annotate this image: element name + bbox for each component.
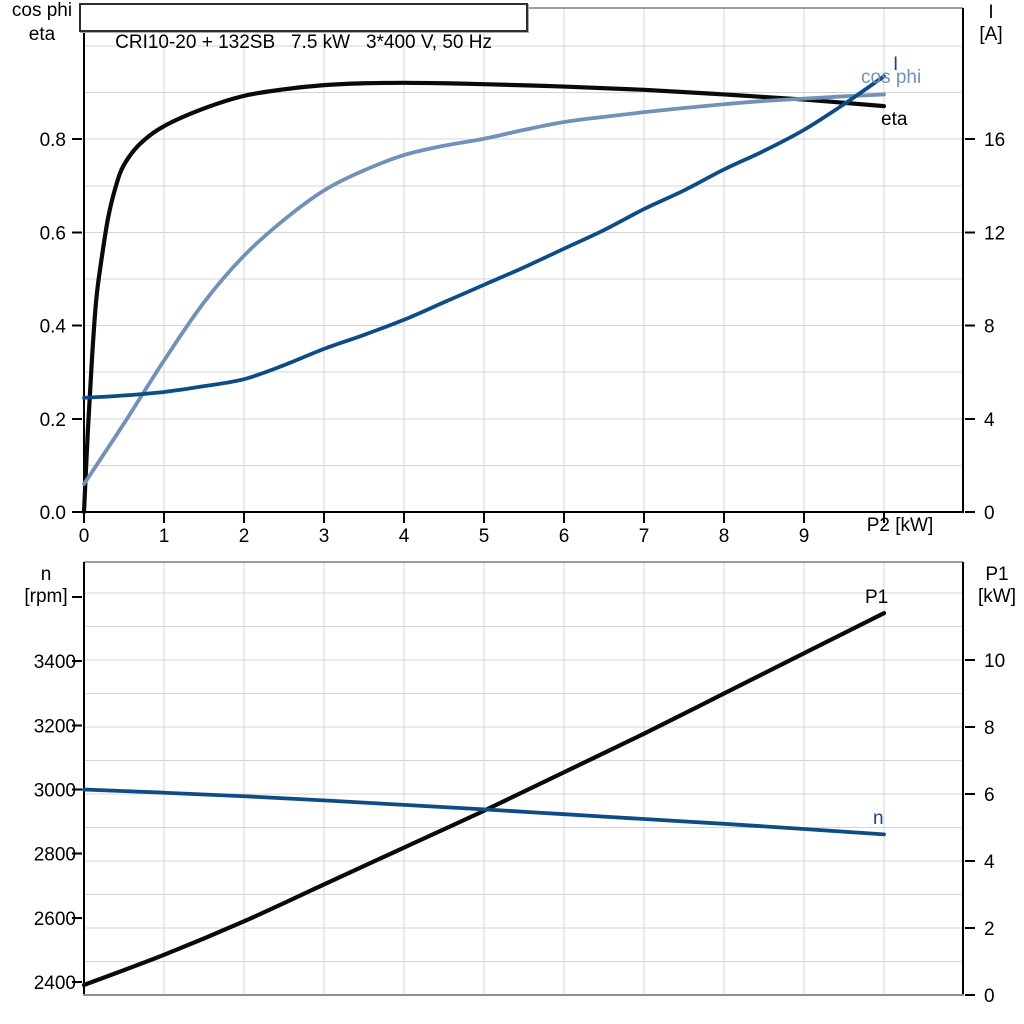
- left-tick-label: 2600: [34, 909, 76, 930]
- right-tick-label: 4: [984, 852, 995, 873]
- curve-n: [82, 787, 886, 837]
- left-tick-label: 3400: [34, 652, 76, 673]
- left-tick-label: 0.6: [40, 223, 66, 244]
- x-tick-label: 8: [719, 526, 730, 547]
- left-tick-label: 3200: [34, 716, 76, 737]
- left-tick-label: 2400: [34, 973, 76, 994]
- curve-eta: [81, 80, 887, 515]
- title-box: CRI10-20 + 132SB 7.5 kW 3*400 V, 50 Hz: [79, 3, 528, 53]
- right-tick-label: 10: [984, 651, 1005, 672]
- right-tick-label: 6: [984, 785, 995, 806]
- x-tick-label: 2: [239, 526, 250, 547]
- x-tick-label: 7: [639, 526, 650, 547]
- right-tick-label: 8: [984, 718, 995, 739]
- curve-i: [82, 74, 886, 400]
- x-tick-label: 0: [79, 526, 90, 547]
- left-tick-label: 0.2: [40, 410, 66, 431]
- right-tick-label: 16: [984, 130, 1005, 151]
- x-tick-label: 4: [399, 526, 410, 547]
- chart-title: CRI10-20 + 132SB 7.5 kW 3*400 V, 50 Hz: [115, 32, 492, 53]
- left-tick-label: 2800: [34, 845, 76, 866]
- x-tick-label: 3: [319, 526, 330, 547]
- curve-cos-phi: [82, 92, 886, 486]
- left-tick-label: 0.0: [40, 503, 66, 524]
- right-tick-label: 12: [984, 223, 1005, 244]
- left-tick-label: 0.4: [40, 317, 67, 338]
- left-tick-label: 0.8: [40, 130, 66, 151]
- right-tick-label: 8: [984, 317, 995, 338]
- x-tick-label: 1: [159, 526, 170, 547]
- right-tick-label: 0: [984, 986, 995, 1007]
- x-tick-label: 5: [479, 526, 490, 547]
- right-tick-label: 4: [984, 410, 995, 431]
- right-tick-label: 2: [984, 919, 995, 940]
- x-tick-label: 6: [559, 526, 570, 547]
- right-tick-label: 0: [984, 503, 995, 524]
- left-tick-label: 3000: [34, 781, 76, 802]
- x-tick-label: 9: [799, 526, 810, 547]
